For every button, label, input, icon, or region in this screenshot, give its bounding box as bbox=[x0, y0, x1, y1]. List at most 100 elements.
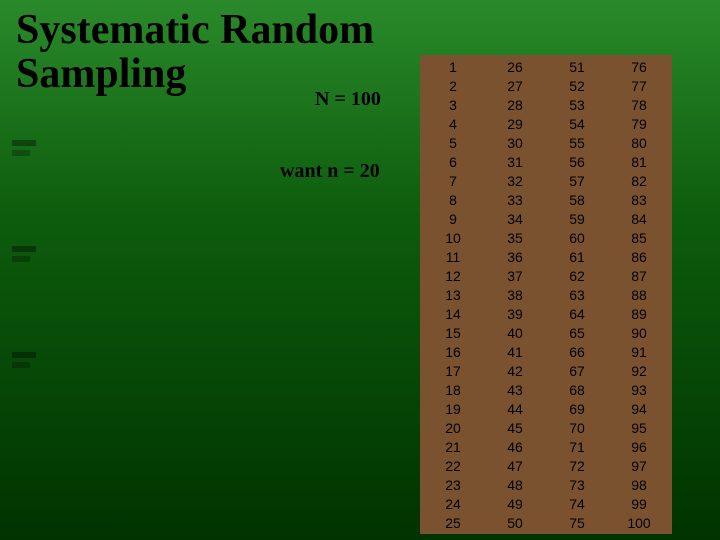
number-cell: 7 bbox=[422, 171, 484, 190]
number-cell: 60 bbox=[546, 228, 608, 247]
number-cell: 75 bbox=[546, 513, 608, 532]
number-cell: 12 bbox=[422, 266, 484, 285]
number-cell: 55 bbox=[546, 133, 608, 152]
number-cell: 94 bbox=[608, 399, 670, 418]
bullet-bar-group bbox=[12, 140, 36, 156]
number-cell: 23 bbox=[422, 475, 484, 494]
number-cell: 93 bbox=[608, 380, 670, 399]
number-cell: 87 bbox=[608, 266, 670, 285]
number-cell: 53 bbox=[546, 95, 608, 114]
number-cell: 34 bbox=[484, 209, 546, 228]
number-column: 2627282930313233343536373839404142434445… bbox=[484, 57, 546, 532]
decorative-bullet-bars bbox=[12, 140, 36, 368]
number-cell: 48 bbox=[484, 475, 546, 494]
number-cell: 29 bbox=[484, 114, 546, 133]
number-cell: 35 bbox=[484, 228, 546, 247]
bullet-bar bbox=[12, 246, 36, 252]
number-cell: 70 bbox=[546, 418, 608, 437]
number-cell: 50 bbox=[484, 513, 546, 532]
number-cell: 16 bbox=[422, 342, 484, 361]
number-cell: 86 bbox=[608, 247, 670, 266]
number-cell: 63 bbox=[546, 285, 608, 304]
bullet-bar bbox=[12, 150, 30, 156]
number-cell: 19 bbox=[422, 399, 484, 418]
number-cell: 38 bbox=[484, 285, 546, 304]
label-sample-size: want n = 20 bbox=[280, 160, 380, 183]
number-cell: 67 bbox=[546, 361, 608, 380]
number-cell: 15 bbox=[422, 323, 484, 342]
number-cell: 51 bbox=[546, 57, 608, 76]
number-cell: 3 bbox=[422, 95, 484, 114]
number-cell: 52 bbox=[546, 76, 608, 95]
number-cell: 20 bbox=[422, 418, 484, 437]
number-cell: 22 bbox=[422, 456, 484, 475]
bullet-bar bbox=[12, 352, 36, 358]
bullet-bar bbox=[12, 256, 30, 262]
number-cell: 77 bbox=[608, 76, 670, 95]
number-cell: 8 bbox=[422, 190, 484, 209]
number-cell: 90 bbox=[608, 323, 670, 342]
number-cell: 54 bbox=[546, 114, 608, 133]
number-cell: 11 bbox=[422, 247, 484, 266]
number-cell: 65 bbox=[546, 323, 608, 342]
number-cell: 44 bbox=[484, 399, 546, 418]
number-cell: 46 bbox=[484, 437, 546, 456]
number-cell: 76 bbox=[608, 57, 670, 76]
number-cell: 64 bbox=[546, 304, 608, 323]
number-cell: 91 bbox=[608, 342, 670, 361]
number-cell: 73 bbox=[546, 475, 608, 494]
number-cell: 89 bbox=[608, 304, 670, 323]
number-cell: 66 bbox=[546, 342, 608, 361]
number-cell: 61 bbox=[546, 247, 608, 266]
slide-title: Systematic Random Sampling bbox=[16, 8, 374, 96]
bullet-bar bbox=[12, 362, 30, 368]
number-cell: 47 bbox=[484, 456, 546, 475]
number-cell: 49 bbox=[484, 494, 546, 513]
bullet-bar bbox=[12, 140, 36, 146]
number-column: 5152535455565758596061626364656667686970… bbox=[546, 57, 608, 532]
number-cell: 13 bbox=[422, 285, 484, 304]
number-cell: 39 bbox=[484, 304, 546, 323]
number-cell: 84 bbox=[608, 209, 670, 228]
number-cell: 41 bbox=[484, 342, 546, 361]
number-cell: 59 bbox=[546, 209, 608, 228]
number-cell: 21 bbox=[422, 437, 484, 456]
label-population-size: N = 100 bbox=[315, 88, 381, 111]
number-cell: 56 bbox=[546, 152, 608, 171]
title-line-1: Systematic Random bbox=[16, 8, 374, 52]
number-cell: 5 bbox=[422, 133, 484, 152]
number-cell: 80 bbox=[608, 133, 670, 152]
number-cell: 36 bbox=[484, 247, 546, 266]
number-cell: 32 bbox=[484, 171, 546, 190]
number-cell: 58 bbox=[546, 190, 608, 209]
number-cell: 17 bbox=[422, 361, 484, 380]
number-cell: 95 bbox=[608, 418, 670, 437]
number-cell: 62 bbox=[546, 266, 608, 285]
number-cell: 28 bbox=[484, 95, 546, 114]
number-cell: 2 bbox=[422, 76, 484, 95]
number-cell: 9 bbox=[422, 209, 484, 228]
number-column: 1234567891011121314151617181920212223242… bbox=[422, 57, 484, 532]
number-cell: 71 bbox=[546, 437, 608, 456]
number-cell: 14 bbox=[422, 304, 484, 323]
number-cell: 96 bbox=[608, 437, 670, 456]
number-cell: 98 bbox=[608, 475, 670, 494]
number-cell: 33 bbox=[484, 190, 546, 209]
number-cell: 43 bbox=[484, 380, 546, 399]
number-cell: 81 bbox=[608, 152, 670, 171]
number-cell: 26 bbox=[484, 57, 546, 76]
number-cell: 40 bbox=[484, 323, 546, 342]
number-cell: 100 bbox=[608, 513, 670, 532]
number-cell: 4 bbox=[422, 114, 484, 133]
number-cell: 99 bbox=[608, 494, 670, 513]
number-cell: 97 bbox=[608, 456, 670, 475]
number-cell: 72 bbox=[546, 456, 608, 475]
number-cell: 30 bbox=[484, 133, 546, 152]
number-cell: 27 bbox=[484, 76, 546, 95]
number-cell: 18 bbox=[422, 380, 484, 399]
number-cell: 57 bbox=[546, 171, 608, 190]
number-cell: 88 bbox=[608, 285, 670, 304]
number-cell: 85 bbox=[608, 228, 670, 247]
number-cell: 74 bbox=[546, 494, 608, 513]
number-cell: 6 bbox=[422, 152, 484, 171]
